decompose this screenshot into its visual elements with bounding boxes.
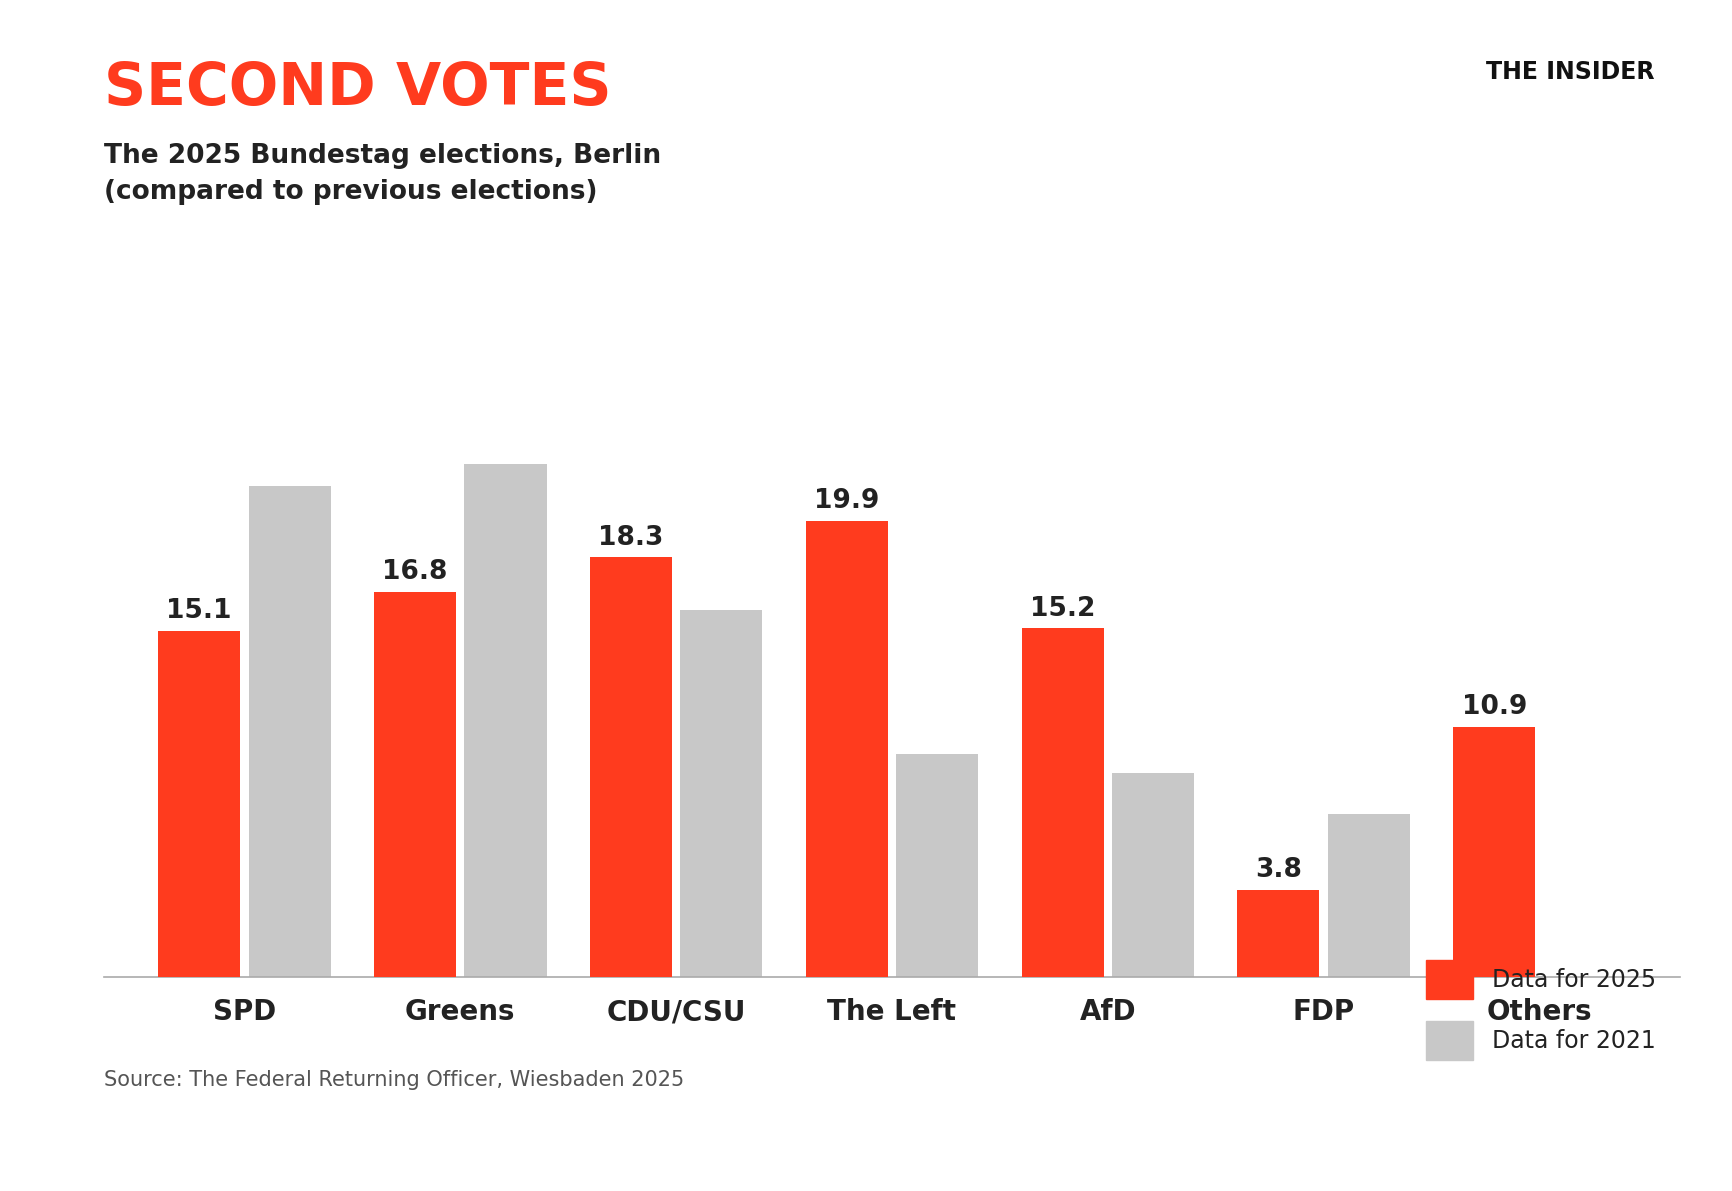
Bar: [681, 610, 762, 977]
Bar: [158, 631, 241, 977]
Text: Source: The Federal Returning Officer, Wiesbaden 2025: Source: The Federal Returning Officer, W…: [104, 1070, 684, 1090]
Text: 15.1: 15.1: [166, 598, 232, 624]
Text: 15.2: 15.2: [1031, 596, 1095, 622]
Text: 18.3: 18.3: [598, 524, 663, 550]
Bar: [1237, 890, 1320, 977]
Bar: [464, 463, 547, 977]
Text: 3.8: 3.8: [1256, 856, 1302, 883]
Bar: [249, 486, 331, 977]
Text: The 2025 Bundestag elections, Berlin
(compared to previous elections): The 2025 Bundestag elections, Berlin (co…: [104, 143, 662, 205]
Text: SECOND VOTES: SECOND VOTES: [104, 60, 611, 117]
Text: 16.8: 16.8: [383, 559, 447, 585]
Text: 10.9: 10.9: [1462, 694, 1528, 721]
Bar: [895, 754, 979, 977]
Bar: [589, 557, 672, 977]
Bar: [1453, 727, 1535, 977]
Text: 19.9: 19.9: [814, 488, 880, 515]
Text: THE INSIDER: THE INSIDER: [1486, 60, 1654, 83]
Bar: [1022, 629, 1103, 977]
Legend: Data for 2025, Data for 2021: Data for 2025, Data for 2021: [1415, 948, 1668, 1072]
Bar: [374, 592, 456, 977]
Bar: [805, 520, 889, 977]
Bar: [1328, 813, 1410, 977]
Bar: [1112, 773, 1195, 977]
